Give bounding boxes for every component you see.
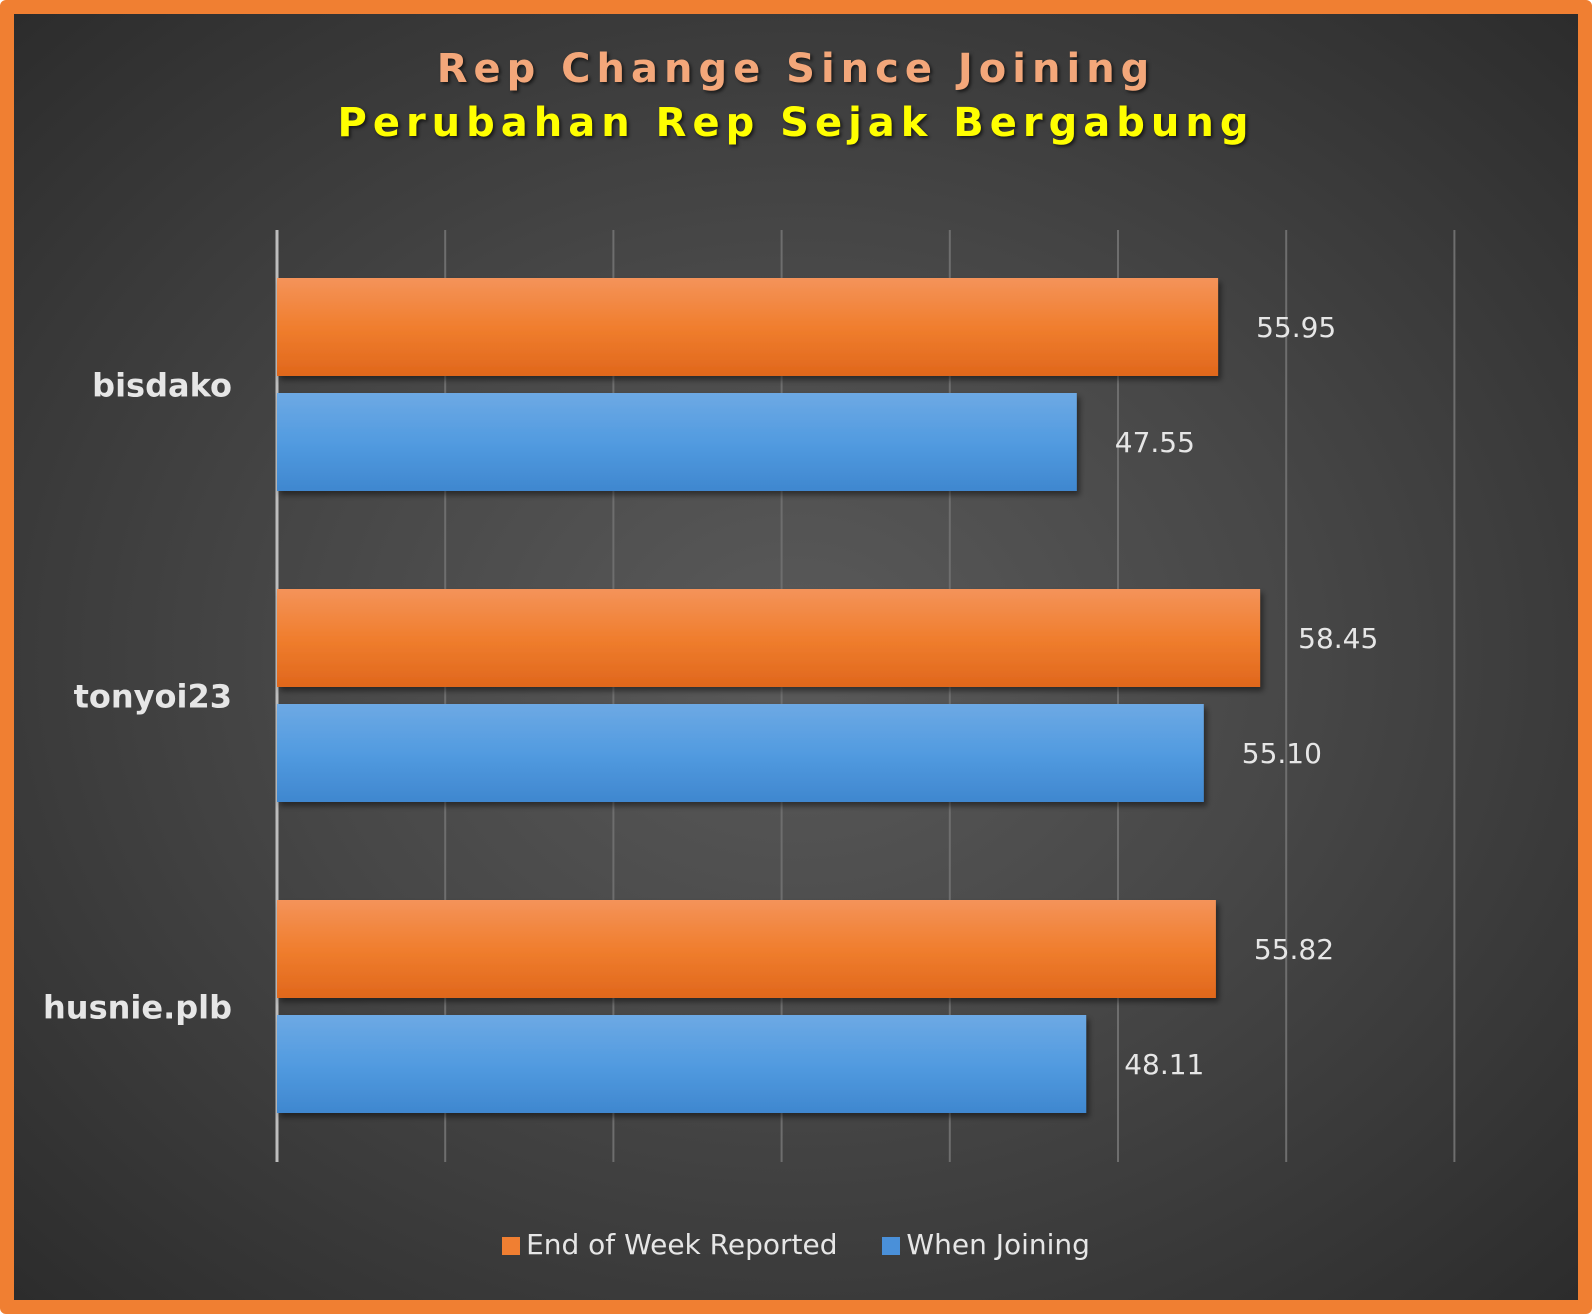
bars <box>277 278 1261 1113</box>
category-label: bisdako <box>92 367 232 405</box>
bar-bisdako-when-joining <box>277 393 1077 491</box>
bar-husnie.plb-when-joining <box>277 1015 1087 1113</box>
data-label: 55.95 <box>1256 311 1336 344</box>
data-label: 47.55 <box>1115 426 1195 459</box>
data-label: 55.82 <box>1254 933 1334 966</box>
data-label: 48.11 <box>1124 1048 1204 1081</box>
bar-husnie.plb-end-of-week <box>277 900 1216 998</box>
chart-title: Rep Change Since Joining <box>436 46 1156 92</box>
category-labels: bisdako tonyoi23 husnie.plb <box>43 367 232 1027</box>
legend-swatch-blue <box>882 1237 901 1255</box>
legend-item-when-joining: When Joining <box>882 1228 1090 1261</box>
category-label: tonyoi23 <box>74 678 232 716</box>
bar-tonyoi23-when-joining <box>277 704 1204 802</box>
category-label: husnie.plb <box>43 989 232 1027</box>
legend-label-when-joining: When Joining <box>906 1228 1090 1261</box>
legend: End of Week Reported When Joining <box>0 1228 1592 1261</box>
data-label: 55.10 <box>1242 737 1322 770</box>
bar-bisdako-end-of-week <box>277 278 1219 376</box>
legend-item-end-of-week: End of Week Reported <box>502 1228 838 1261</box>
chart-subtitle: Perubahan Rep Sejak Bergabung <box>337 100 1255 146</box>
gridlines <box>275 230 1456 1162</box>
legend-label-end-of-week: End of Week Reported <box>526 1228 838 1261</box>
bar-tonyoi23-end-of-week <box>277 589 1261 687</box>
value-labels: 55.95 47.55 58.45 55.10 55.82 48.11 <box>1115 311 1379 1081</box>
legend-swatch-orange <box>502 1237 521 1255</box>
data-label: 58.45 <box>1298 622 1378 655</box>
